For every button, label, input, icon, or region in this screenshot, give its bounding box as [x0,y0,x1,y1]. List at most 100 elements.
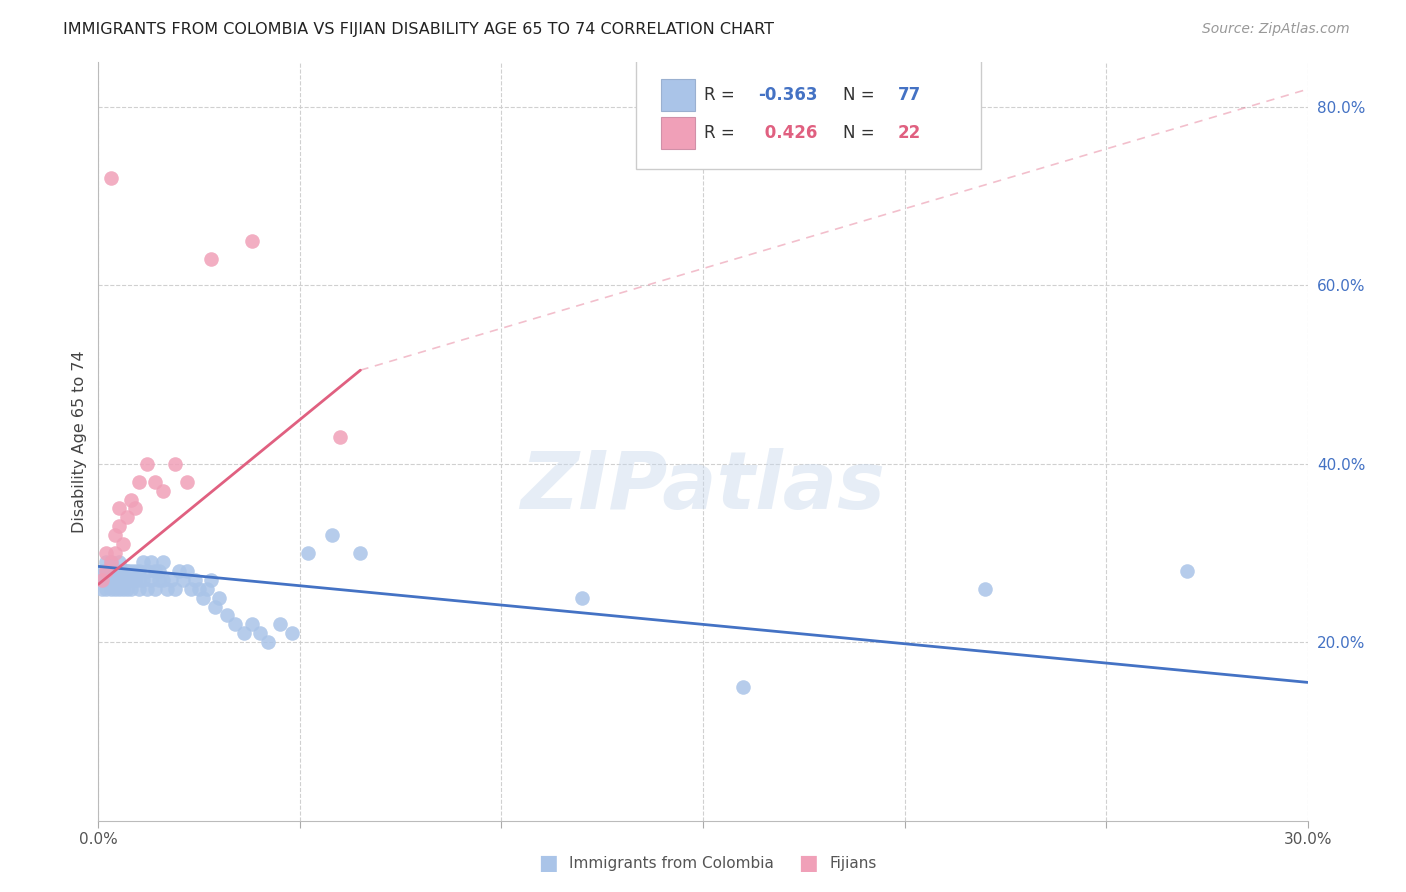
Point [103,564,125,578]
Point [1175,564,1198,578]
Text: 22: 22 [897,124,921,142]
Text: Source: ZipAtlas.com: Source: ZipAtlas.com [1202,22,1350,37]
Point [120,582,142,596]
Point [128,573,150,587]
Bar [661,117,695,149]
Point [152,483,174,498]
Text: R =: R = [704,86,740,104]
Text: N =: N = [844,124,880,142]
Point [96,555,118,569]
Point [100,582,122,596]
Point [115,564,138,578]
Point [172,573,194,587]
Text: N =: N = [844,86,880,104]
Point [128,564,150,578]
Text: -0.363: -0.363 [759,86,818,104]
Point [100,555,122,569]
Point [974,582,997,596]
Point [195,582,218,596]
Point [96,546,118,560]
Text: 0.426: 0.426 [759,124,817,142]
Point [120,564,142,578]
Point [163,457,186,471]
Y-axis label: Disability Age 65 to 74: Disability Age 65 to 74 [72,351,87,533]
Point [103,573,125,587]
FancyBboxPatch shape [637,59,981,169]
Point [132,573,155,587]
Point [208,591,231,605]
Point [148,564,170,578]
Point [160,573,183,587]
Point [124,573,146,587]
Point [163,582,186,596]
Point [96,573,118,587]
Point [120,573,142,587]
Point [139,555,162,569]
Point [256,635,278,649]
Point [91,582,114,596]
Point [107,582,129,596]
Point [107,555,129,569]
Point [120,492,142,507]
Point [143,475,166,489]
Point [100,171,122,186]
Point [103,528,125,542]
Point [103,582,125,596]
Point [184,573,207,587]
Point [124,564,146,578]
Point [91,564,114,578]
Point [107,573,129,587]
Point [135,564,157,578]
Point [128,475,150,489]
Point [115,582,138,596]
Point [91,573,114,587]
Point [111,573,134,587]
Point [217,608,239,623]
Point [96,564,118,578]
Point [349,546,371,560]
Point [107,501,129,516]
Point [321,528,343,542]
Point [240,234,263,248]
Point [193,591,215,605]
Text: ZIPatlas: ZIPatlas [520,448,886,526]
Point [115,564,138,578]
Point [733,680,755,694]
Text: IMMIGRANTS FROM COLOMBIA VS FIJIAN DISABILITY AGE 65 TO 74 CORRELATION CHART: IMMIGRANTS FROM COLOMBIA VS FIJIAN DISAB… [63,22,775,37]
Point [143,582,166,596]
Point [139,573,162,587]
Text: Fijians: Fijians [830,856,877,871]
Point [100,564,122,578]
Point [167,564,190,578]
Point [107,573,129,587]
Point [176,564,198,578]
Point [156,582,179,596]
Point [103,573,125,587]
Point [224,617,246,632]
Point [204,599,226,614]
Point [107,564,129,578]
Point [135,457,157,471]
Point [249,626,271,640]
Point [115,573,138,587]
Point [232,626,254,640]
Point [107,519,129,533]
Point [124,501,146,516]
Point [297,546,319,560]
Point [128,582,150,596]
Point [91,573,114,587]
Point [188,582,211,596]
Point [115,510,138,524]
Point [111,582,134,596]
Point [180,582,202,596]
Point [281,626,304,640]
Point [143,564,166,578]
Text: 77: 77 [897,86,921,104]
Point [100,573,122,587]
Text: Immigrants from Colombia: Immigrants from Colombia [569,856,775,871]
Bar [661,79,695,111]
Point [571,591,593,605]
Point [135,582,157,596]
Point [200,252,222,266]
Point [96,564,118,578]
